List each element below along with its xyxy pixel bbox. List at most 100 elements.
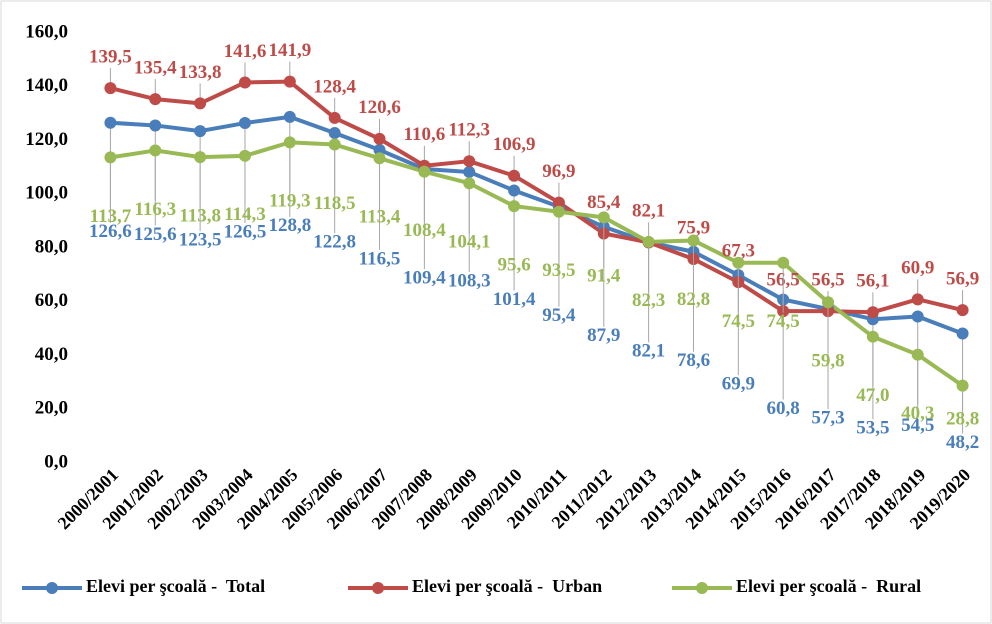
data-label: 69,9 [722,374,755,395]
data-label: 95,6 [497,254,530,275]
data-label: 87,9 [587,325,620,346]
series-line [110,140,964,388]
legend-marker [372,582,384,594]
marker [732,256,745,269]
y-tick-label: 60,0 [35,290,68,311]
data-label: 96,9 [542,161,575,182]
data-label: 67,3 [722,240,755,261]
data-label: 128,8 [268,215,311,236]
marker [238,76,251,89]
marker [194,151,207,164]
data-label: 82,1 [632,341,665,362]
y-tick-label: 0,0 [44,451,68,472]
data-label: 82,3 [632,290,665,311]
y-tick-label: 120,0 [25,129,68,150]
data-label: 108,3 [448,270,491,291]
marker [508,169,521,182]
marker [956,327,969,340]
data-label: 104,1 [448,232,491,253]
data-label: 110,6 [404,124,446,145]
data-label: 75,9 [677,217,710,238]
marker [777,256,790,269]
marker [104,116,117,129]
data-label: 112,3 [448,120,490,141]
marker [911,293,924,306]
marker [149,119,162,132]
marker [508,184,521,197]
marker [283,136,296,149]
marker [687,234,700,247]
marker [552,205,565,218]
data-label: 114,3 [224,204,266,225]
data-label: 28,8 [946,408,979,429]
marker [508,200,521,213]
y-tick-label: 160,0 [25,21,68,42]
y-tick-label: 20,0 [35,398,68,419]
data-label: 47,0 [856,385,889,406]
marker [463,165,476,178]
marker [373,132,386,145]
data-label: 126,6 [89,221,132,242]
data-label: 85,4 [587,192,621,213]
marker [373,152,386,165]
marker [149,93,162,106]
data-label: 126,5 [224,221,267,242]
data-label: 141,9 [268,40,311,61]
marker [238,149,251,162]
data-label: 48,2 [946,432,979,453]
marker [911,348,924,361]
data-label: 113,4 [359,207,401,228]
y-tick-label: 40,0 [35,344,68,365]
data-label: 56,1 [856,271,889,292]
marker [283,110,296,123]
data-label: 101,4 [493,289,536,310]
legend-marker [696,582,708,594]
marker [642,235,655,248]
y-tick-label: 100,0 [25,183,68,204]
marker [418,165,431,178]
data-label: 118,5 [314,193,356,214]
data-label: 93,5 [542,260,575,281]
series-line [109,79,964,315]
data-label: 106,9 [493,134,536,155]
data-label: 78,6 [677,350,710,371]
data-label: 123,5 [179,229,222,250]
data-label: 57,3 [811,407,844,428]
data-label: 56,9 [946,268,979,289]
legend-label: Elevi per şcoală - Total [86,576,265,596]
series-line [110,114,964,336]
marker [283,75,296,88]
data-label: 135,4 [134,57,177,78]
data-label: 74,5 [722,311,755,332]
data-label: 40,3 [901,403,934,424]
data-label: 109,4 [403,267,446,288]
marker [373,143,386,156]
marker [463,155,476,168]
marker [866,330,879,343]
data-label: 56,5 [811,270,844,291]
data-label: 119,3 [269,191,311,212]
data-label: 82,8 [677,289,710,310]
marker [194,125,207,138]
marker [956,379,969,392]
marker [328,126,341,139]
data-label: 113,8 [179,206,221,227]
data-label: 122,8 [313,231,356,252]
marker [463,177,476,190]
y-tick-label: 140,0 [25,75,68,96]
marker [104,82,117,95]
marker [328,111,341,124]
marker [552,196,565,209]
data-label: 120,6 [358,97,401,118]
data-label: 108,4 [403,220,446,241]
data-label: 59,8 [811,351,844,372]
data-label: 91,4 [587,266,621,287]
data-label: 116,3 [134,199,176,220]
legend-label: Elevi per şcoală - Rural [736,576,921,596]
marker [866,306,879,319]
marker [149,144,162,157]
data-label: 141,6 [224,41,267,62]
legend-marker [46,582,58,594]
data-label: 60,8 [767,398,800,419]
